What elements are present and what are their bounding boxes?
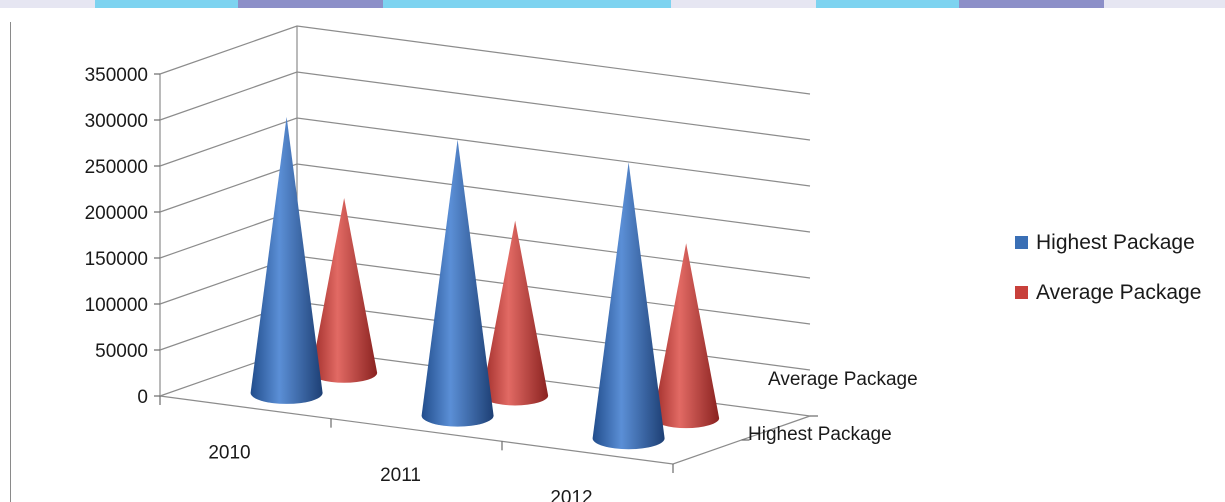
top-strip-segment [959,0,1104,8]
top-strip-segment [671,0,816,8]
y-tick-label: 300000 [85,111,148,132]
x-category-label: 2011 [380,465,421,486]
legend-label: Highest Package [1036,231,1195,254]
legend-swatch [1015,236,1028,249]
y-tick-label: 350000 [85,65,148,86]
top-strip-segment [816,0,959,8]
y-tick-label: 250000 [85,157,148,178]
cone-highest-package [592,162,665,450]
legend-label: Average Package [1036,281,1201,304]
y-tick-label: 200000 [85,203,148,224]
cone-highest-package [421,139,494,427]
gridline [159,71,811,141]
cone-average-package [482,220,549,406]
y-tick-label: 50000 [95,341,148,362]
legend: Highest Package Average Package [1015,231,1201,304]
gridline [159,117,811,187]
depth-axis-label: Highest Package [748,424,892,445]
gridline [159,25,811,95]
left-border-line [10,22,11,502]
y-axis-ticks: 350000 300000 250000 200000 150000 100000 5000… [85,65,148,408]
x-category-label: 2010 [208,442,250,463]
top-strip-segment [95,0,238,8]
cone-highest-package [250,116,323,404]
top-strip-segment [238,0,383,8]
cone-average-package [653,243,720,429]
y-tick-label: 100000 [85,295,148,316]
gridline [159,255,811,325]
top-strip-segment [0,0,95,8]
x-category-label: 2012 [550,488,592,502]
gridline [159,163,811,233]
depth-axis-label: Average Package [768,369,918,390]
cones [250,116,720,450]
top-strip-segment [1104,0,1225,8]
legend-swatch [1015,286,1028,299]
x-axis-labels: 2010 2011 2012 [208,442,592,502]
y-tick-label: 150000 [85,249,148,270]
gridline [159,209,811,279]
top-strip-segment [383,0,671,8]
depth-axis-labels: Average Package Highest Package [748,369,918,445]
cone-average-package [311,197,378,383]
top-color-strip [0,0,1225,8]
y-tick-label: 0 [137,387,148,408]
